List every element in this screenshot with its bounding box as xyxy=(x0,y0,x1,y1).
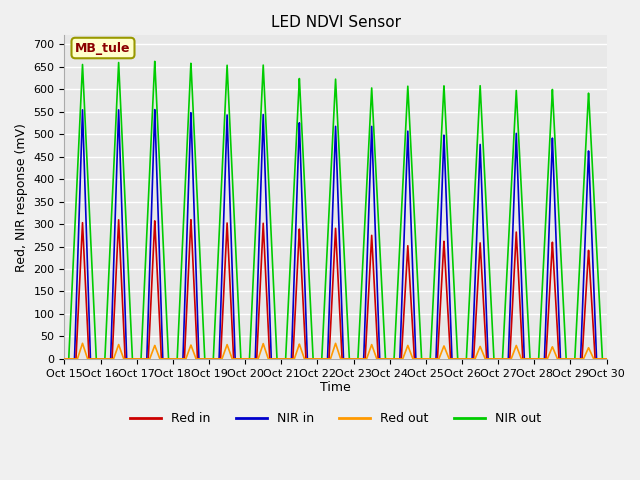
Y-axis label: Red, NIR response (mV): Red, NIR response (mV) xyxy=(15,123,28,272)
X-axis label: Time: Time xyxy=(320,382,351,395)
Text: MB_tule: MB_tule xyxy=(76,41,131,55)
Legend: Red in, NIR in, Red out, NIR out: Red in, NIR in, Red out, NIR out xyxy=(125,407,546,430)
Title: LED NDVI Sensor: LED NDVI Sensor xyxy=(271,15,401,30)
